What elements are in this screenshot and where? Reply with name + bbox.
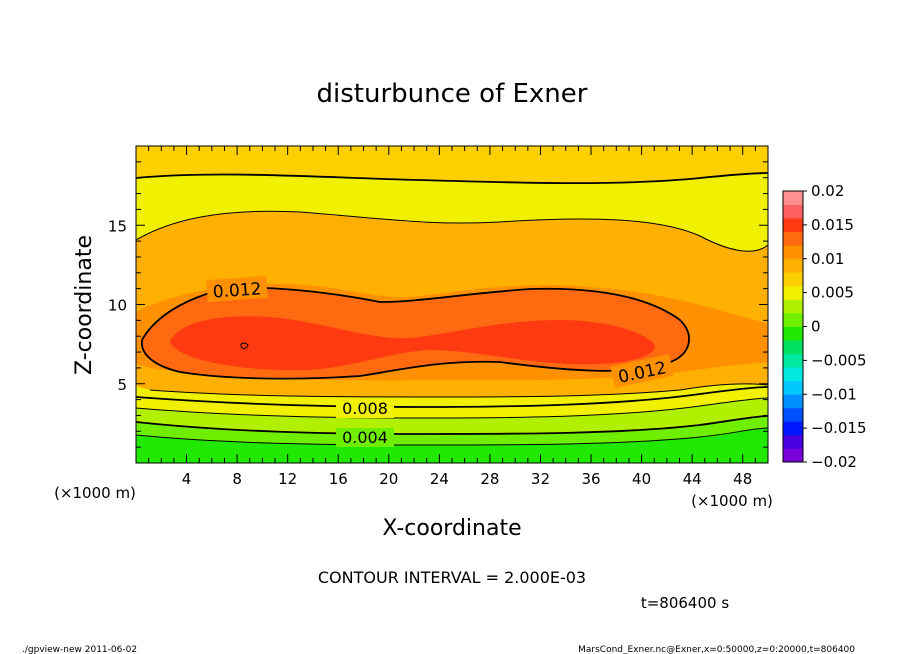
y-tick-label: 15 — [108, 217, 127, 235]
footer-left: ./gpview-new 2011-06-02 — [22, 645, 137, 654]
x-tick-label: 48 — [733, 470, 752, 488]
colorbar-segment — [783, 340, 803, 354]
colorbar-segment — [783, 394, 803, 409]
contour-line-0-010-upper — [136, 210, 768, 252]
colorbar-segment — [783, 434, 803, 449]
contour-interval-text: CONTOUR INTERVAL = 2.000E-03 — [318, 568, 586, 587]
colorbar-tick-label: 0.02 — [811, 182, 844, 200]
contour-label-bg — [336, 428, 394, 447]
contour-labels: 0.012 0.012 0.008 0.004 — [206, 275, 674, 447]
y-tick-label: 5 — [117, 376, 127, 394]
colorbar-segment — [783, 218, 803, 233]
contour-line-0-006 — [136, 397, 768, 419]
colorbar-segment — [783, 312, 803, 327]
colorbar-tick-label: 0.01 — [811, 250, 844, 268]
contour-line-0-004 — [136, 415, 768, 435]
contour-label-bg — [610, 354, 674, 388]
contour-line-0-008-upper — [136, 172, 768, 185]
contour-line-0-002 — [136, 427, 768, 446]
colorbar-tick-label: 0.015 — [811, 216, 854, 234]
y-axis-title: Z-coordinate — [72, 235, 97, 375]
x-axis-ticks: 4 8 12 16 20 24 28 32 36 40 44 48 — [148, 146, 756, 488]
contour-label-0-012-a: 0.012 — [212, 279, 262, 302]
y-axis-ticks: 5 10 15 — [108, 161, 768, 448]
x-axis-unit-left: (×1000 m) — [54, 484, 136, 502]
colorbar-segment — [783, 204, 803, 219]
colorbar-tick-label: −0.02 — [811, 453, 857, 471]
x-axis-unit-right: (×1000 m) — [691, 492, 773, 510]
colorbar-segment — [783, 448, 803, 463]
colorbar: 0.02 0.015 0.01 0.005 0 −0.005 −0.01 −0.015 −0.0… — [782, 182, 867, 471]
colorbar-segment — [783, 407, 803, 422]
x-tick-label: 8 — [232, 470, 242, 488]
colorbar-segment — [783, 380, 803, 395]
x-tick-label: 12 — [278, 470, 297, 488]
band-0-016 — [170, 316, 655, 371]
contour-label-0-008: 0.008 — [342, 399, 388, 418]
colorbar-tick-label: 0 — [811, 318, 821, 336]
contour-label-bg — [336, 398, 394, 418]
x-tick-label: 16 — [329, 470, 348, 488]
x-tick-label: 4 — [182, 470, 192, 488]
x-tick-label: 44 — [683, 470, 702, 488]
colorbar-segment — [783, 421, 803, 436]
colorbar-tick-label: 0.005 — [811, 284, 854, 302]
band-0-008 — [136, 146, 768, 184]
contour-field — [136, 146, 768, 463]
chart-title: disturbunce of Exner — [317, 79, 588, 109]
colorbar-segment — [783, 245, 803, 260]
y-tick-label: 10 — [108, 297, 127, 315]
contour-lines — [136, 172, 768, 446]
contour-line-0-010-lower — [149, 383, 768, 398]
colorbar-segment — [783, 326, 803, 341]
time-text: t=806400 s — [641, 594, 729, 612]
colorbar-segment — [783, 367, 803, 382]
x-tick-label: 40 — [632, 470, 651, 488]
colorbar-segment — [783, 191, 803, 205]
contour-line-0-014 — [240, 342, 249, 349]
colorbar-segment — [783, 258, 803, 273]
x-tick-label: 24 — [430, 470, 449, 488]
colorbar-segment — [783, 285, 803, 300]
contour-line-0-012 — [141, 287, 690, 380]
footer-right: MarsCond_Exner.nc@Exner,x=0:50000,z=0:20… — [578, 645, 855, 654]
colorbar-tick-label: −0.015 — [811, 419, 867, 437]
x-tick-label: 28 — [480, 470, 499, 488]
colorbar-tick-label: −0.01 — [811, 385, 857, 403]
x-tick-label: 32 — [531, 470, 550, 488]
x-tick-label: 36 — [581, 470, 600, 488]
x-tick-label: 20 — [379, 470, 398, 488]
contour-label-bg — [206, 275, 268, 303]
contour-line-0-008-lower — [136, 386, 768, 408]
colorbar-segment — [783, 299, 803, 314]
colorbar-segment — [783, 231, 803, 246]
colorbar-segment — [783, 353, 803, 368]
colorbar-segment — [783, 272, 803, 287]
colorbar-tick-label: −0.005 — [811, 351, 867, 369]
x-axis-title: X-coordinate — [382, 516, 521, 541]
contour-label-0-004: 0.004 — [342, 428, 388, 447]
